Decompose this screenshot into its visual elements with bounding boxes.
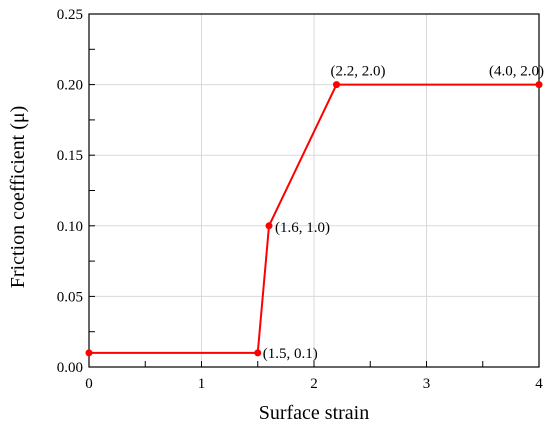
data-point [265, 222, 273, 230]
x-tick-label: 0 [85, 376, 93, 392]
point-label: (2.2, 2.0) [331, 64, 386, 80]
y-tick-label: 0.00 [57, 360, 83, 376]
point-label: (4.0, 2.0) [489, 64, 544, 80]
data-point [254, 349, 262, 357]
data-point [333, 81, 340, 89]
x-tick-label: 3 [423, 376, 431, 392]
x-tick-label: 2 [310, 376, 318, 392]
y-tick-label: 0.05 [57, 289, 83, 305]
axis-ticks [88, 13, 540, 368]
x-axis-title: Surface strain [259, 402, 370, 424]
point-label: (1.6, 1.0) [275, 220, 330, 236]
data-point [85, 349, 93, 357]
x-tick-label: 1 [198, 376, 206, 392]
point-annotations: (1.5, 0.1) (1.6, 1.0) (2.2, 2.0) (4.0, 2.0) [263, 64, 544, 362]
y-axis-title: Friction coefficient (μ) [7, 106, 29, 289]
grid-lines [89, 14, 539, 367]
point-label: (1.5, 0.1) [263, 346, 318, 362]
tick-labels: 0 1 2 3 4 0.00 0.05 0.10 0.15 0.20 0.25 [57, 7, 544, 392]
y-tick-label: 0.25 [57, 7, 83, 23]
series-layer [85, 81, 543, 357]
y-tick-label: 0.15 [57, 148, 83, 164]
y-tick-label: 0.10 [57, 219, 83, 235]
x-tick-label: 4 [535, 376, 543, 392]
y-tick-label: 0.20 [57, 78, 83, 94]
data-point [535, 81, 543, 89]
